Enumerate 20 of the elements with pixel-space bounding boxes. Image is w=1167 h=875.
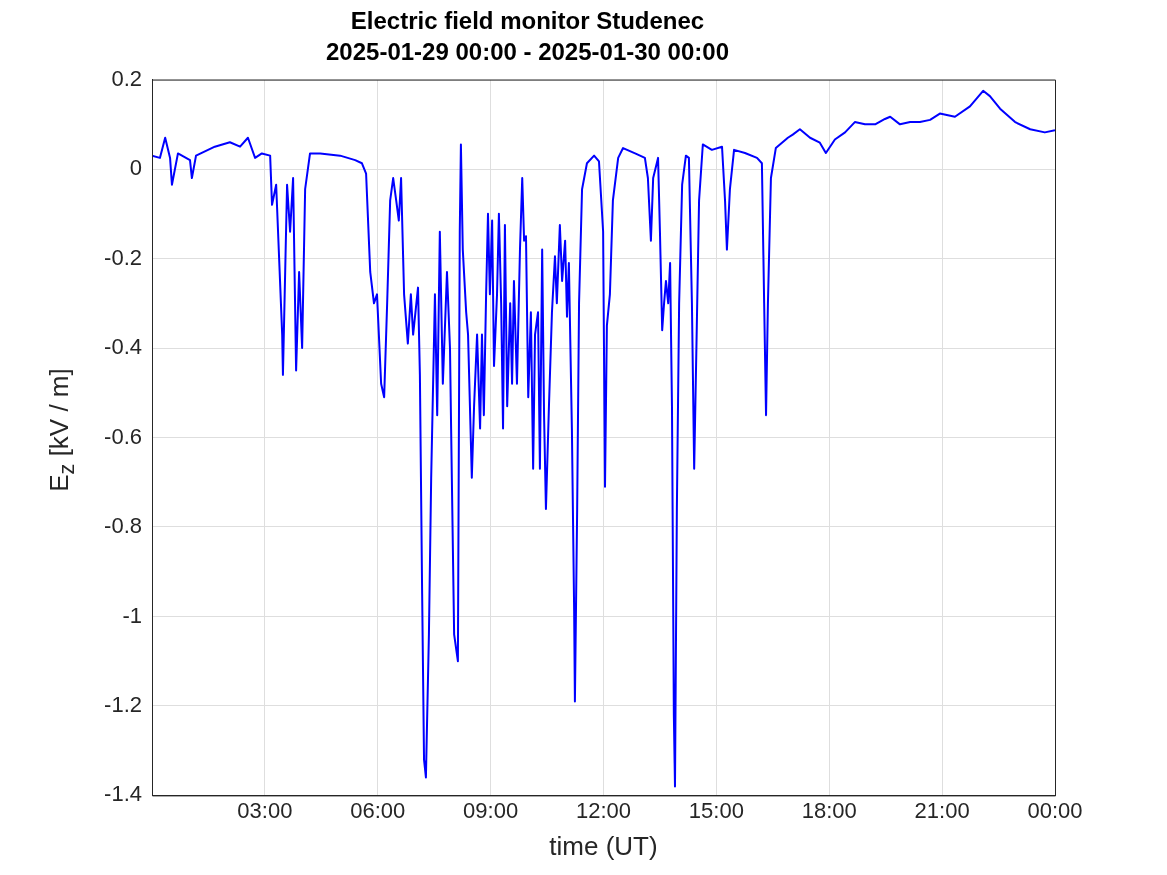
- y-tick-label: -0.8: [104, 513, 142, 539]
- x-tick-label: 18:00: [801, 797, 857, 823]
- x-tick-label: 06:00: [350, 797, 406, 823]
- x-tick-label: 12:00: [575, 797, 632, 823]
- x-tick-label: 15:00: [688, 797, 744, 823]
- y-tick-label: -1.2: [104, 691, 142, 717]
- y-tick-label: -1: [122, 602, 142, 628]
- y-tick-label: -0.6: [104, 423, 142, 449]
- x-tick-label: 21:00: [914, 797, 970, 823]
- x-tick-label: 03:00: [237, 797, 293, 823]
- y-tick-label: 0.2: [111, 65, 142, 91]
- y-tick-label: -1.4: [104, 781, 142, 807]
- x-tick-label: 00:00: [1027, 797, 1083, 823]
- y-tick-label: -0.2: [104, 244, 142, 270]
- y-tick-label: -0.4: [104, 334, 142, 360]
- y-tick-label: 0: [129, 155, 142, 181]
- chart-title: Electric field monitor Studenec: [350, 7, 705, 35]
- x-tick-label: 09:00: [463, 797, 519, 823]
- chart-subtitle: 2025-01-29 00:00 - 2025-01-30 00:00: [326, 37, 729, 65]
- x-axis-title: time (UT): [549, 830, 658, 861]
